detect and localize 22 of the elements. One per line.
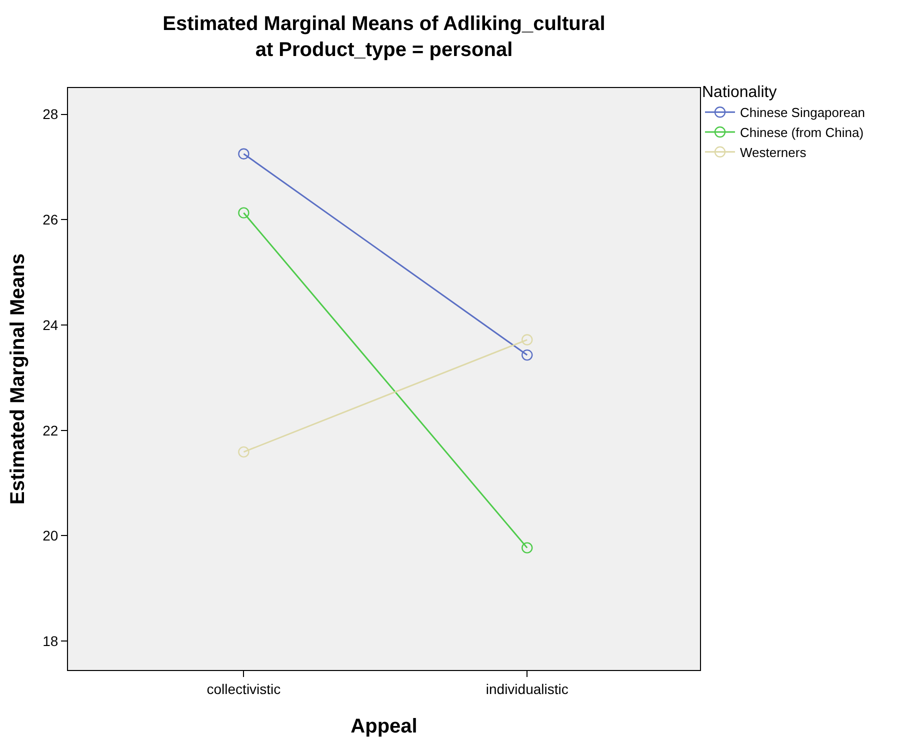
point [522, 334, 533, 346]
point [238, 207, 250, 218]
y-tick-label: 26 [42, 212, 58, 228]
chart-subtitle: at Product_type = personal [255, 38, 513, 61]
legend-title: Nationality [702, 84, 777, 102]
legend-label: Westerners [740, 144, 807, 160]
chart-title: Estimated Marginal Means of Adliking_cultural [162, 12, 606, 35]
point [238, 446, 250, 458]
y-tick-label: 22 [42, 422, 58, 438]
y-tick-label: 24 [42, 316, 58, 333]
x-axis-title: Appeal [350, 715, 418, 738]
y-tick-label: 28 [42, 106, 58, 122]
x-tick-label: collectivistic [206, 680, 281, 697]
y-tick-label: 18 [42, 632, 58, 649]
point [522, 349, 533, 361]
legend-label: Chinese Singaporean [740, 105, 866, 120]
legend-label: Chinese (from China) [740, 125, 864, 140]
y-axis-title: Estimated Marginal Means [7, 253, 30, 505]
y-tick-label: 20 [42, 528, 58, 544]
point [522, 542, 533, 554]
x-tick-label: individualistic [486, 680, 568, 697]
point [238, 148, 250, 160]
